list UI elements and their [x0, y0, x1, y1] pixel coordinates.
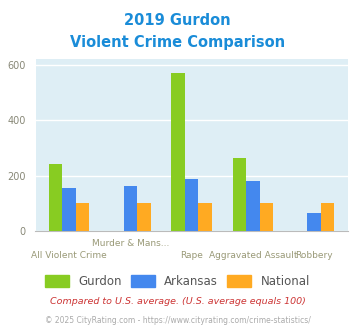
Text: Compared to U.S. average. (U.S. average equals 100): Compared to U.S. average. (U.S. average … — [50, 297, 305, 307]
Text: Rape: Rape — [180, 251, 203, 260]
Bar — [321, 203, 334, 231]
Text: 2019 Gurdon: 2019 Gurdon — [124, 13, 231, 28]
Legend: Gurdon, Arkansas, National: Gurdon, Arkansas, National — [42, 272, 313, 292]
Bar — [171, 73, 185, 231]
Bar — [49, 164, 62, 231]
Bar — [76, 203, 89, 231]
Bar — [124, 186, 137, 231]
Text: Robbery: Robbery — [295, 251, 333, 260]
Text: Aggravated Assault: Aggravated Assault — [209, 251, 297, 260]
Bar — [137, 203, 151, 231]
Bar — [198, 203, 212, 231]
Bar — [307, 213, 321, 231]
Bar — [185, 179, 198, 231]
Bar — [246, 181, 260, 231]
Text: © 2025 CityRating.com - https://www.cityrating.com/crime-statistics/: © 2025 CityRating.com - https://www.city… — [45, 316, 310, 325]
Bar — [233, 158, 246, 231]
Text: Murder & Mans...: Murder & Mans... — [92, 239, 169, 248]
Bar — [62, 188, 76, 231]
Bar — [260, 203, 273, 231]
Text: All Violent Crime: All Violent Crime — [31, 251, 107, 260]
Text: Violent Crime Comparison: Violent Crime Comparison — [70, 35, 285, 50]
